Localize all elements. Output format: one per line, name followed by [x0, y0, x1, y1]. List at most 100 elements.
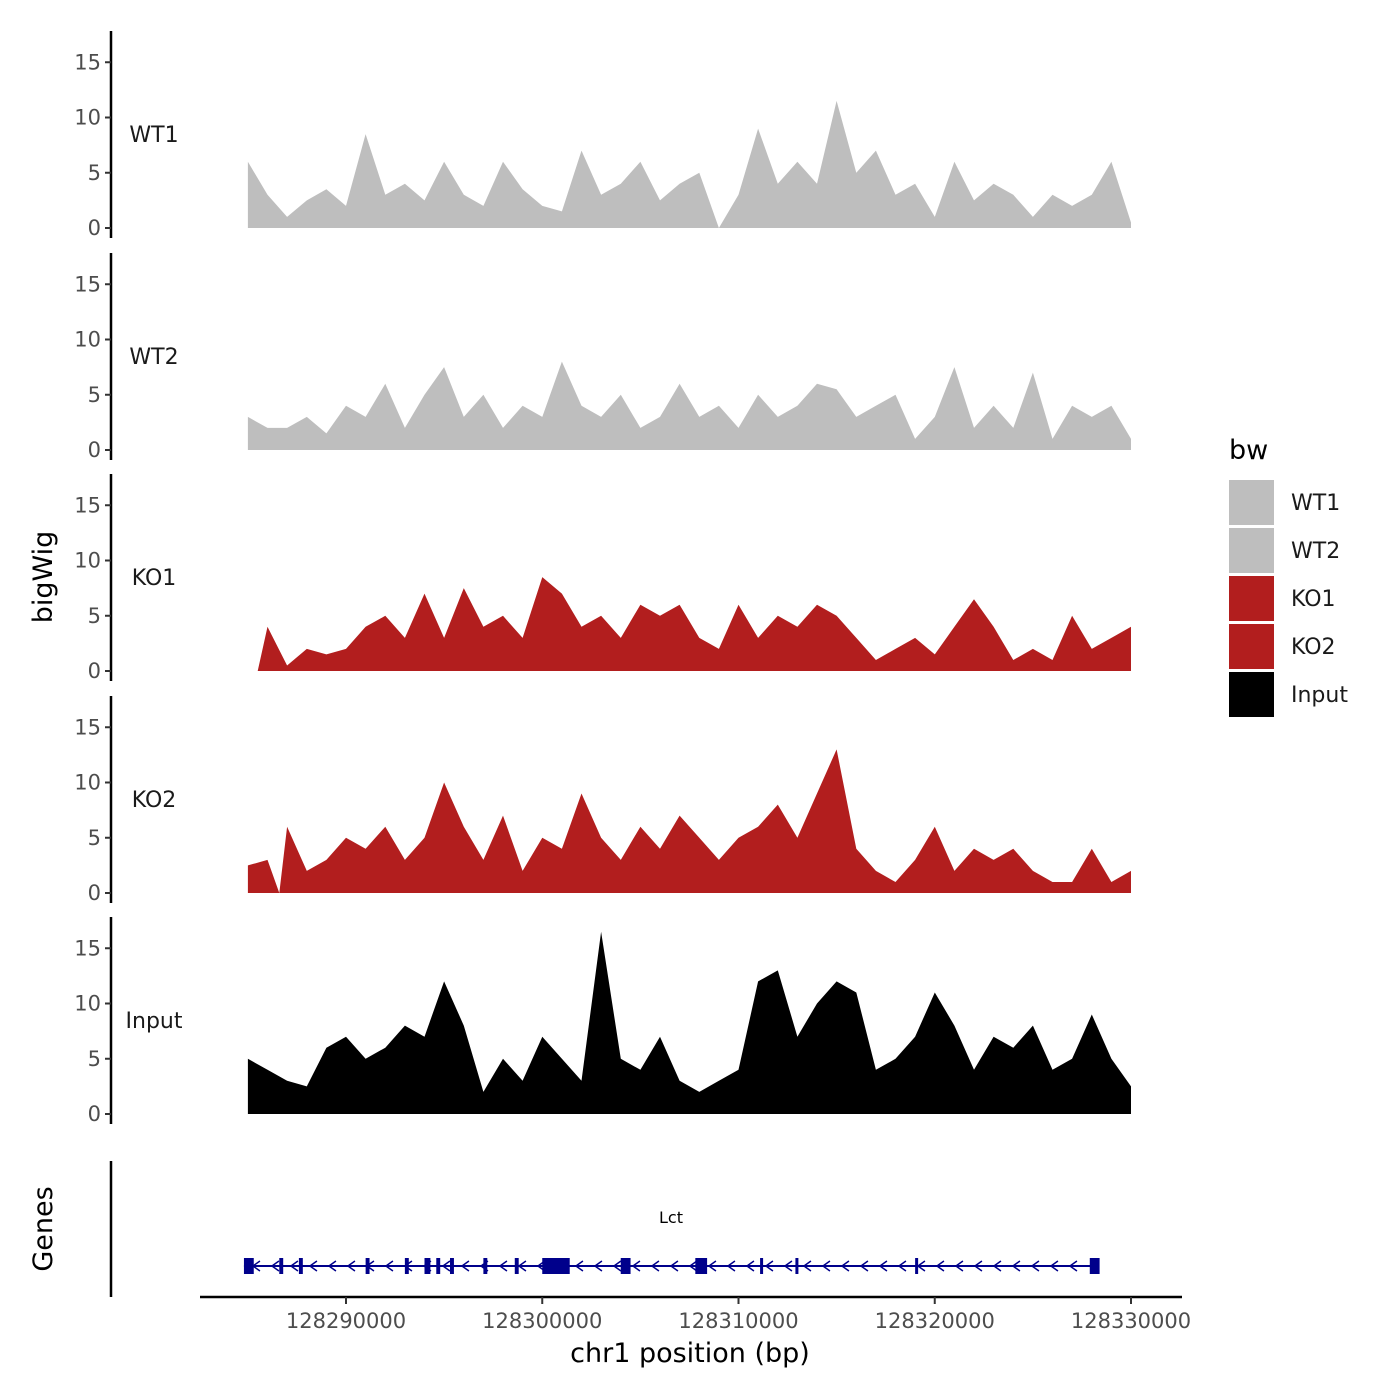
gene-exon — [279, 1258, 284, 1274]
y-tick-label: 10 — [74, 328, 101, 352]
track-panel-ko1: 0 5 10 15 KO1 — [74, 474, 1131, 683]
gene-strand-arrow — [384, 1260, 394, 1272]
track-label-ko1: KO1 — [132, 566, 177, 591]
gene-strand-arrow — [897, 1260, 907, 1272]
x-tick-label: 128300000 — [482, 1309, 602, 1333]
gene-exon — [760, 1258, 764, 1274]
legend-key-wt1 — [1229, 480, 1274, 525]
gene-strand-arrow — [346, 1260, 356, 1272]
gene-strand-arrow — [840, 1260, 850, 1272]
x-tick-label: 128290000 — [286, 1309, 406, 1333]
y-tick-label: 5 — [88, 604, 101, 628]
gene-strand-arrow — [859, 1260, 869, 1272]
y-tick-label: 15 — [74, 272, 101, 296]
x-tick-label: 128320000 — [875, 1309, 995, 1333]
track-label-wt1: WT1 — [129, 123, 178, 148]
y-tick-label: 5 — [88, 1047, 101, 1071]
gene-strand-arrow — [1068, 1260, 1078, 1272]
gene-exon — [450, 1258, 454, 1274]
legend: bw WT1 WT2 KO1 KO2 Input — [1229, 435, 1348, 717]
gene-strand-arrow — [593, 1260, 603, 1272]
gene-exon — [404, 1258, 409, 1274]
track-label-input: Input — [126, 1009, 183, 1034]
gene-strand-arrow — [821, 1260, 831, 1272]
gene-strand-arrow — [878, 1260, 888, 1272]
legend-key-ko1 — [1229, 576, 1274, 621]
y-tick-label: 0 — [88, 438, 101, 462]
x-axis-title: chr1 position (bp) — [570, 1338, 810, 1369]
gene-name-label: Lct — [659, 1208, 683, 1227]
gene-strand-arrow — [498, 1260, 508, 1272]
gene-strand-arrow — [270, 1260, 280, 1272]
y-tick-label: 0 — [88, 881, 101, 905]
y-tick-label: 15 — [74, 50, 101, 74]
legend-title: bw — [1229, 435, 1268, 466]
legend-label-input: Input — [1291, 683, 1348, 708]
gene-strand-arrow — [631, 1260, 641, 1272]
track-panel-ko2: 0 5 10 15 KO2 — [74, 696, 1131, 905]
gene-strand-arrow — [707, 1260, 717, 1272]
gene-strand-arrow — [973, 1260, 983, 1272]
gene-exon — [483, 1258, 488, 1274]
gene-exon — [620, 1258, 631, 1274]
y-tick-label: 10 — [74, 549, 101, 573]
track-panel-input: 0 5 10 15 Input — [74, 917, 1131, 1126]
x-tick-label: 128310000 — [678, 1309, 798, 1333]
legend-label-wt2: WT2 — [1291, 539, 1340, 564]
gene-strand-arrow — [517, 1260, 527, 1272]
gene-exon — [243, 1258, 254, 1274]
legend-key-ko2 — [1229, 624, 1274, 669]
gene-strand-arrow — [783, 1260, 793, 1272]
gene-strand-arrow — [289, 1260, 299, 1272]
track-area-wt1 — [247, 100, 1131, 228]
gene-strand-arrow — [669, 1260, 679, 1272]
gene-exon — [436, 1258, 441, 1274]
track-area-ko1 — [257, 577, 1131, 671]
gene-strand-arrow — [1011, 1260, 1021, 1272]
gene-strand-arrow — [574, 1260, 584, 1272]
gene-exon — [365, 1258, 370, 1274]
gene-strand-arrow — [327, 1260, 337, 1272]
y-tick-label: 5 — [88, 161, 101, 185]
gene-strand-arrow — [745, 1260, 755, 1272]
gene-strand-arrow — [935, 1260, 945, 1272]
gene-strand-arrow — [460, 1260, 470, 1272]
legend-key-input — [1229, 672, 1274, 717]
y-tick-label: 10 — [74, 106, 101, 130]
gene-strand-arrow — [992, 1260, 1002, 1272]
gene-strand-arrow — [650, 1260, 660, 1272]
gene-exon — [424, 1258, 431, 1274]
track-label-wt2: WT2 — [129, 345, 178, 370]
gene-strand-arrow — [308, 1260, 318, 1272]
gene-strand-arrow — [688, 1260, 698, 1272]
track-label-ko2: KO2 — [132, 788, 177, 813]
y-tick-label: 0 — [88, 1102, 101, 1126]
gene-strand-arrow — [954, 1260, 964, 1272]
y-tick-label: 0 — [88, 659, 101, 683]
y-tick-label: 10 — [74, 771, 101, 795]
gene-exon — [795, 1258, 799, 1274]
legend-key-wt2 — [1229, 528, 1274, 573]
gene-exon — [915, 1258, 919, 1274]
y-tick-label: 0 — [88, 216, 101, 240]
gene-strand-arrow — [726, 1260, 736, 1272]
gene-exon — [542, 1258, 570, 1274]
y-tick-label: 5 — [88, 826, 101, 850]
gene-strand-arrow — [802, 1260, 812, 1272]
track-panel-wt1: 0 5 10 15 WT1 — [74, 31, 1131, 240]
gene-strand-arrow — [1049, 1260, 1059, 1272]
gene-strand-arrow — [441, 1260, 451, 1272]
track-area-ko2 — [247, 749, 1131, 893]
gene-strand-arrow — [764, 1260, 774, 1272]
legend-label-ko2: KO2 — [1291, 635, 1336, 660]
y-tick-label: 15 — [74, 936, 101, 960]
gene-strand-arrow — [612, 1260, 622, 1272]
gene-exon — [298, 1258, 303, 1274]
track-panel-wt2: 0 5 10 15 WT2 — [74, 253, 1131, 462]
y-axis-title: bigWig — [28, 531, 59, 624]
legend-label-wt1: WT1 — [1291, 491, 1340, 516]
gene-strand-arrow — [1030, 1260, 1040, 1272]
y-tick-label: 5 — [88, 383, 101, 407]
gene-panel-title: Genes — [28, 1186, 59, 1271]
